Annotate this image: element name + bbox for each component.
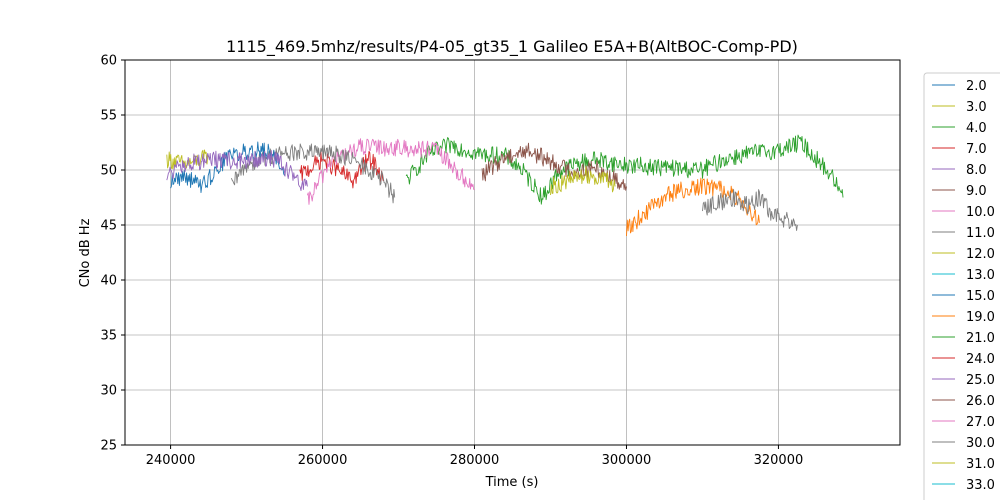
x-axis-label: Time (s) (485, 475, 539, 490)
legend-label: 4.0 (966, 121, 987, 136)
legend-label: 9.0 (966, 184, 987, 199)
y-axis-label: CNo dB Hz (78, 218, 93, 287)
legend-label: 33.0 (966, 478, 995, 493)
legend-label: 26.0 (966, 394, 995, 409)
y-tick-label: 35 (100, 329, 117, 344)
y-tick-label: 25 (100, 439, 117, 454)
legend-frame (923, 72, 1000, 500)
series-line-11-0 (230, 143, 396, 204)
legend-label: 31.0 (966, 457, 995, 472)
series-line-25-0 (166, 150, 308, 192)
series-line-4-0 (405, 134, 844, 205)
legend-label: 24.0 (966, 352, 995, 367)
y-tick-label: 30 (100, 384, 117, 399)
legend-label: 13.0 (966, 268, 995, 283)
legend-label: 25.0 (966, 373, 995, 388)
chart-title: 1115_469.5mhz/results/P4-05_gt35_1 Galil… (226, 37, 798, 57)
legend-label: 10.0 (966, 205, 995, 220)
series-layer (166, 134, 844, 237)
series-line-19-0 (626, 177, 760, 237)
y-tick-label: 40 (100, 274, 117, 289)
legend-label: 27.0 (966, 415, 995, 430)
x-tick-label: 260000 (298, 453, 348, 468)
x-tick-label: 280000 (450, 453, 500, 468)
legend-label: 12.0 (966, 247, 995, 262)
legend-label: 21.0 (966, 331, 995, 346)
plot-frame (124, 59, 901, 446)
legend-label: 15.0 (966, 289, 995, 304)
legend-label: 7.0 (966, 142, 987, 157)
x-tick-label: 240000 (146, 453, 196, 468)
y-tick-label: 55 (100, 109, 117, 124)
ticks: 240000 260000 280000 300000 320000 25 30 35 40 45… (100, 54, 803, 469)
series-line-7-0 (299, 150, 384, 189)
x-tick-label: 300000 (602, 453, 652, 468)
legend-label: 8.0 (966, 163, 987, 178)
series-line-3-0 (166, 149, 209, 170)
x-tick-label: 320000 (754, 453, 804, 468)
legend-label: 2.0 (966, 79, 987, 94)
y-tick-label: 50 (100, 164, 117, 179)
series-line-30-0 (702, 189, 798, 231)
series-line-12-0 (550, 166, 616, 196)
legend-label: 3.0 (966, 100, 987, 115)
legend-label: 30.0 (966, 436, 995, 451)
y-tick-label: 60 (100, 54, 117, 69)
y-tick-label: 45 (100, 219, 117, 234)
legend: 2.0 3.0 4.0 7.0 8.0 9.0 10.0 11.0 12.0 13.0 15.0 19… (923, 72, 1000, 500)
legend-label: 19.0 (966, 310, 995, 325)
legend-label: 11.0 (966, 226, 995, 241)
